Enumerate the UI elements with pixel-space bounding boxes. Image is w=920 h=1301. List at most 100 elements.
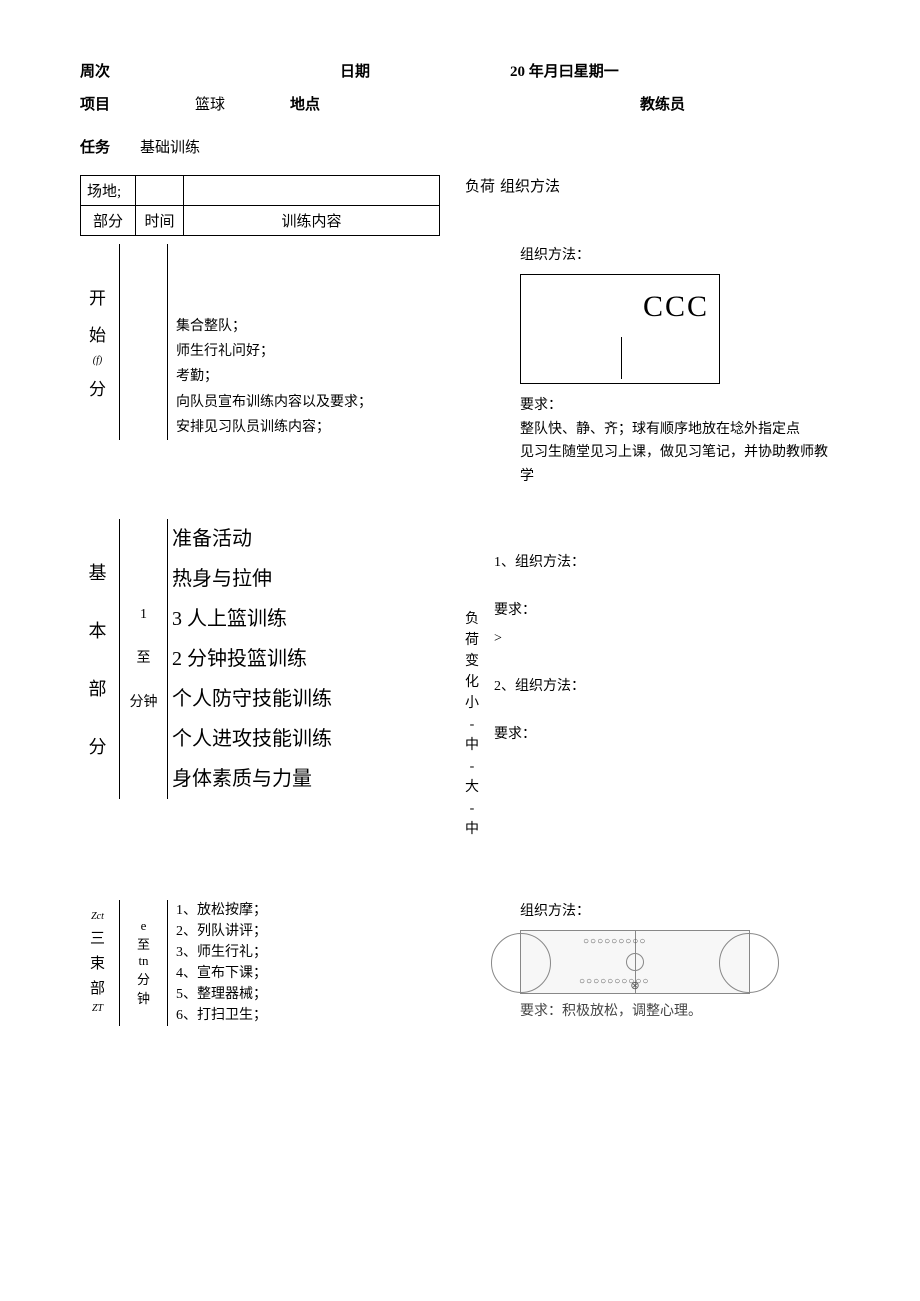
spacer [390,60,510,81]
content-line: 个人防守技能训练 [172,679,440,719]
load-char: 化 [460,672,484,693]
content-line: 3、师生行礼； [176,942,440,963]
content-line: 考勤； [176,364,440,389]
load-char: 大 [460,777,484,798]
content-line: 6、打扫卫生； [176,1005,440,1026]
load-char: 中 [460,819,484,840]
start-load [460,244,500,489]
org-line: 要求： [494,721,585,749]
char: 始 [89,321,106,346]
load-char: - [460,714,484,735]
task-label: 任务 [80,136,140,157]
start-org: 组织方法： CCC 要求： 整队快、静、齐；球有顺序地放在埝外指定点 见习生随堂… [520,244,840,489]
item-value: 篮球 [130,93,290,114]
char: 三 [90,927,105,948]
end-content: 1、放松按摩； 2、列队讲评； 3、师生行礼； 4、宣布下课； 5、整理器械； … [168,900,440,1026]
org-title: 组织方法： [520,900,840,924]
content-line: 2、列队讲评； [176,921,440,942]
end-time: e 至 tn 分 钟 [120,900,168,1026]
start-section-label: 开 始 (f) 分 [80,244,120,440]
org-line: > [494,625,585,653]
char: 分 [89,733,107,759]
content-line: 4、宣布下课； [176,963,440,984]
org-line: 要求： [494,597,585,625]
venue-cell2 [184,176,440,206]
org-diagram: CCC [520,274,720,384]
org-line: 2、组织方法： [494,673,585,701]
start-time [120,244,168,440]
req-line: 见习生随堂见习上课，做见习笔记，并协助教师教学 [520,441,840,489]
basic-load: 负 荷 变 化 小 - 中 - 大 - 中 [460,549,484,840]
start-content: 集合整队； 师生行礼问好； 考勤； 向队员宣布训练内容以及要求； 安排见习队员训… [168,244,440,440]
week-value [130,60,340,81]
col-part: 部分 [81,206,136,236]
place-label: 地点 [290,93,390,114]
content-line: 2 分钟投篮训练 [172,639,440,679]
item-label: 项目 [80,93,130,114]
col-time: 时间 [136,206,184,236]
basic-org: 1、组织方法： 要求： > 2、组织方法： 要求： [494,549,585,840]
load-char: 变 [460,651,484,672]
time-part: tn [138,953,148,969]
char: 束 [90,952,105,973]
time-part: 分 [137,969,150,988]
basic-content: 准备活动 热身与拉伸 3 人上篮训练 2 分钟投篮训练 个人防守技能训练 个人进… [168,519,440,799]
ccc-text: CCC [643,281,709,332]
place-value [390,93,640,114]
char: 部 [90,977,105,998]
header-table: 场地; 部分 时间 训练内容 [80,175,440,236]
time-part: e [141,918,147,934]
load-char: 负 [460,609,484,630]
time-part: 至 [137,934,150,953]
req-line: 整队快、静、齐；球有顺序地放在埝外指定点 [520,418,840,442]
content-line: 师生行礼问好； [176,339,440,364]
coach-label: 教练员 [640,93,720,114]
load-char: - [460,756,484,777]
content-line: 身体素质与力量 [172,759,440,799]
venue-label: 场地; [81,176,136,206]
content-line: 1、放松按摩； [176,900,440,921]
load-char: 中 [460,735,484,756]
content-line: 3 人上篮训练 [172,599,440,639]
content-line: 热身与拉伸 [172,559,440,599]
col-load: 负荷 [460,175,500,230]
date-value: 20 年月曰星期一 [510,60,710,81]
org-title: 组织方法： [520,244,840,268]
time-part: 分钟 [130,691,158,711]
end-org: 组织方法： ○○○○○○○○○ ○○○○○○○○○○ ⊗ 要求：积极放松，调整心… [520,900,840,1026]
char: 开 [89,284,106,309]
req-label: 要求： [520,394,840,418]
court-diagram: ○○○○○○○○○ ○○○○○○○○○○ ⊗ [520,930,750,994]
time-part: 1 [140,607,147,623]
load-char: 荷 [460,630,484,651]
req-text: 要求：积极放松，调整心理。 [520,1000,840,1024]
small-glyph: (f) [93,355,102,366]
end-section-label: Zct 三 束 部 ZT [80,900,120,1026]
venue-cell1 [136,176,184,206]
col-content: 训练内容 [184,206,440,236]
small-glyph: ZT [92,1003,103,1014]
char: 分 [89,375,106,400]
content-line: 向队员宣布训练内容以及要求； [176,390,440,415]
content-line: 个人进攻技能训练 [172,719,440,759]
basic-time: 1 至 分钟 [120,519,168,799]
load-char: - [460,798,484,819]
time-part: 钟 [137,988,150,1007]
time-part: 至 [137,647,151,667]
load-char: 小 [460,693,484,714]
content-line: 安排见习队员训练内容； [176,415,440,440]
basic-section-label: 基 本 部 分 [80,519,120,799]
task-value: 基础训练 [140,136,240,157]
char: 部 [89,675,107,701]
week-label: 周次 [80,60,130,81]
content-line: 准备活动 [172,519,440,559]
org-line: 1、组织方法： [494,549,585,577]
date-label: 日期 [340,60,390,81]
col-org: 组织方法 [500,175,560,230]
char: 本 [89,617,107,643]
char: 基 [89,559,107,585]
vline [621,337,622,379]
content-line: 5、整理器械； [176,984,440,1005]
content-line: 集合整队； [176,314,440,339]
small-glyph: Zct [91,911,104,922]
